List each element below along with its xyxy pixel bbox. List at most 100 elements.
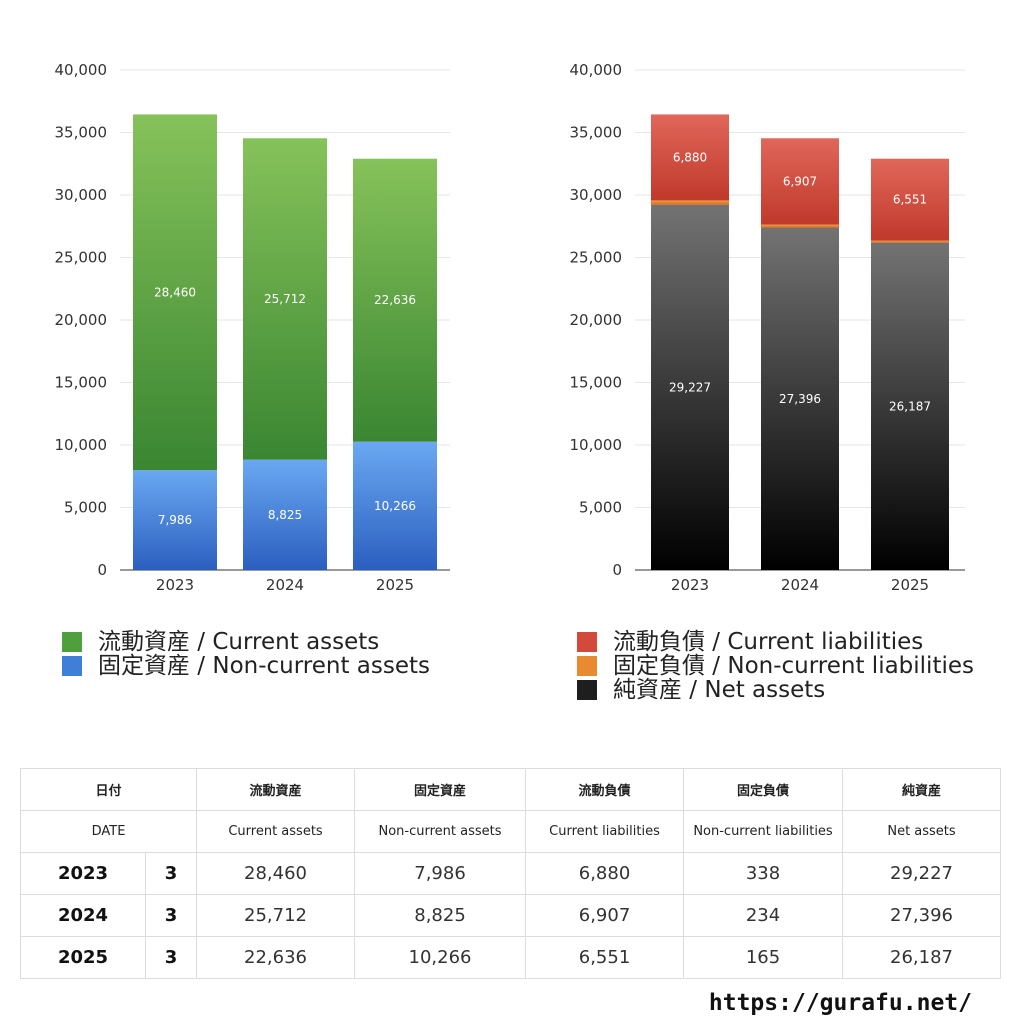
financial-table: 日付 流動資産 固定資産 流動負債 固定負債 純資産 DATE Current … xyxy=(19,768,1002,979)
cell-noncurrent-assets: 8,825 xyxy=(354,894,527,937)
data-label: 26,187 xyxy=(889,399,931,413)
cell-month: 3 xyxy=(144,936,198,979)
bar-segment xyxy=(761,224,839,228)
cell-year: 2025 xyxy=(20,936,146,979)
bar-segment xyxy=(871,158,949,241)
bar-segment xyxy=(243,138,327,460)
legend-label: 流動資産 / Current assets xyxy=(98,629,380,655)
y-tick-label: 5,000 xyxy=(64,499,107,517)
bar-segment xyxy=(761,227,839,571)
y-tick-label: 15,000 xyxy=(55,374,108,392)
subheader-current-assets: Current assets xyxy=(196,810,356,853)
x-tick-label: 2025 xyxy=(376,576,414,594)
data-label: 29,227 xyxy=(669,380,711,394)
header-noncurrent-assets: 固定資産 xyxy=(354,768,527,811)
table-row: 2023 3 28,460 7,986 6,880 338 29,227 xyxy=(20,852,1002,895)
legend-label: 固定資産 / Non-current assets xyxy=(98,653,431,679)
liabilities-legend: 流動負債 / Current liabilities 固定負債 / Non-cu… xyxy=(577,630,974,702)
data-label: 6,907 xyxy=(783,174,817,188)
cell-noncurrent-liabilities: 338 xyxy=(683,852,844,895)
bar-segment xyxy=(243,459,327,570)
header-current-assets: 流動資産 xyxy=(196,768,356,811)
x-tick-label: 2024 xyxy=(266,576,304,594)
legend-swatch xyxy=(62,632,82,652)
y-tick-label: 20,000 xyxy=(55,311,108,329)
cell-current-liabilities: 6,551 xyxy=(525,936,685,979)
data-label: 25,712 xyxy=(264,292,306,306)
cell-net-assets: 27,396 xyxy=(842,894,1002,937)
data-label: 28,460 xyxy=(154,285,196,299)
y-tick-label: 25,000 xyxy=(55,249,108,267)
cell-noncurrent-liabilities: 234 xyxy=(683,894,844,937)
assets-chart: 0 5,000 10,000 15,000 20,000 25,000 30,000 35,0… xyxy=(55,61,450,594)
cell-noncurrent-liabilities: 165 xyxy=(683,936,844,979)
x-tick-label: 2024 xyxy=(781,576,819,594)
subheader-noncurrent-liabilities: Non-current liabilities xyxy=(683,810,844,853)
y-tick-label: 25,000 xyxy=(570,249,623,267)
legend-label: 固定負債 / Non-current liabilities xyxy=(613,653,974,679)
x-tick-label: 2023 xyxy=(156,576,194,594)
table-row: 2024 3 25,712 8,825 6,907 234 27,396 xyxy=(20,894,1002,937)
header-net-assets: 純資産 xyxy=(842,768,1002,811)
bar-segment xyxy=(353,158,437,442)
y-tick-label: 0 xyxy=(97,561,107,579)
legend-label: 純資産 / Net assets xyxy=(613,677,826,703)
y-tick-label: 20,000 xyxy=(570,311,623,329)
data-label: 7,986 xyxy=(158,513,192,527)
legend-item-current-assets: 流動資産 / Current assets xyxy=(62,630,430,654)
legend-swatch xyxy=(62,656,82,676)
x-tick-label: 2025 xyxy=(891,576,929,594)
header-noncurrent-liabilities: 固定負債 xyxy=(683,768,844,811)
header-date: 日付 xyxy=(19,768,198,811)
legend-item-noncurrent-liabilities: 固定負債 / Non-current liabilities xyxy=(577,654,974,678)
footer-url[interactable]: https://gurafu.net/ xyxy=(708,990,972,1016)
cell-net-assets: 26,187 xyxy=(842,936,1002,979)
legend-swatch xyxy=(577,680,597,700)
bar-segment xyxy=(651,200,729,205)
data-label: 6,880 xyxy=(673,150,707,164)
y-tick-label: 30,000 xyxy=(55,186,108,204)
y-tick-label: 10,000 xyxy=(55,436,108,454)
data-label: 8,825 xyxy=(268,508,302,522)
y-tick-label: 5,000 xyxy=(579,499,622,517)
cell-current-liabilities: 6,880 xyxy=(525,852,685,895)
cell-month: 3 xyxy=(144,894,198,937)
cell-year: 2023 xyxy=(20,852,146,895)
bar-segment xyxy=(133,470,217,570)
cell-current-assets: 22,636 xyxy=(196,936,356,979)
legend-label: 流動負債 / Current liabilities xyxy=(613,629,924,655)
cell-year: 2024 xyxy=(20,894,146,937)
x-tick-label: 2023 xyxy=(671,576,709,594)
cell-current-liabilities: 6,907 xyxy=(525,894,685,937)
y-tick-label: 40,000 xyxy=(55,61,108,79)
y-tick-label: 35,000 xyxy=(55,124,108,142)
y-tick-label: 35,000 xyxy=(570,124,623,142)
header-current-liabilities: 流動負債 xyxy=(525,768,685,811)
bar-segment xyxy=(871,242,949,570)
cell-current-assets: 28,460 xyxy=(196,852,356,895)
y-tick-label: 15,000 xyxy=(570,374,623,392)
y-tick-label: 10,000 xyxy=(570,436,623,454)
assets-legend: 流動資産 / Current assets 固定資産 / Non-current… xyxy=(62,630,430,678)
legend-item-noncurrent-assets: 固定資産 / Non-current assets xyxy=(62,654,430,678)
legend-item-current-liabilities: 流動負債 / Current liabilities xyxy=(577,630,974,654)
bar-segment xyxy=(871,240,949,243)
legend-item-net-assets: 純資産 / Net assets xyxy=(577,678,974,702)
subheader-noncurrent-assets: Non-current assets xyxy=(354,810,527,853)
bar-segment xyxy=(761,138,839,225)
cell-month: 3 xyxy=(144,852,198,895)
table-subheader-row: DATE Current assets Non-current assets C… xyxy=(19,810,1002,853)
legend-swatch xyxy=(577,632,597,652)
table-row: 2025 3 22,636 10,266 6,551 165 26,187 xyxy=(20,936,1002,979)
data-label: 10,266 xyxy=(374,499,416,513)
legend-swatch xyxy=(577,656,597,676)
subheader-net-assets: Net assets xyxy=(842,810,1002,853)
data-label: 22,636 xyxy=(374,293,416,307)
bar-segment xyxy=(651,204,729,570)
subheader-current-liabilities: Current liabilities xyxy=(525,810,685,853)
y-tick-label: 30,000 xyxy=(570,186,623,204)
cell-noncurrent-assets: 7,986 xyxy=(354,852,527,895)
data-label: 6,551 xyxy=(893,193,927,207)
bar-segment xyxy=(353,441,437,570)
data-label: 27,396 xyxy=(779,392,821,406)
